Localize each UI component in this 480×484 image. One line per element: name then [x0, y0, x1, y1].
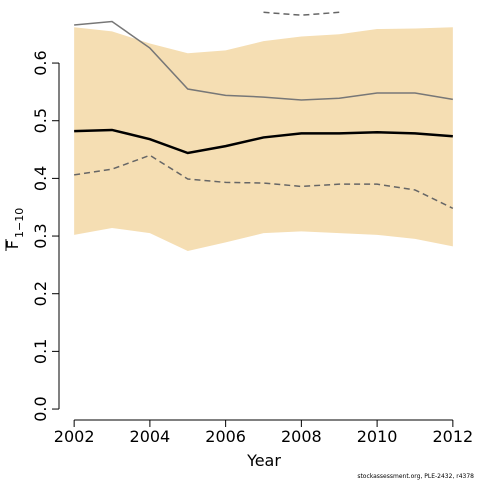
y-tick-label: 0.3 — [31, 223, 50, 248]
x-tick-label: 2012 — [432, 427, 473, 446]
x-axis-label: Year — [246, 451, 281, 470]
x-tick-label: 2006 — [205, 427, 246, 446]
y-tick-label: 0.1 — [31, 339, 50, 364]
y-label-main: F — [3, 240, 22, 249]
footer: stockassessment.org, PLE-2432, r4378 — [357, 473, 474, 480]
y-tick-label: 0.6 — [31, 50, 50, 75]
series-line — [74, 20, 453, 101]
series-line — [263, 11, 340, 16]
confidence-band — [74, 27, 453, 252]
y-label-subscript: 1−10 — [13, 208, 26, 238]
series-line — [74, 154, 454, 210]
y-tick-label: 0.4 — [31, 166, 50, 191]
y-tick-label: 0.0 — [31, 396, 50, 421]
plot-area — [74, 11, 454, 252]
y-tick-label: 0.2 — [31, 281, 50, 306]
y-axis-label: F 1−10 — [3, 208, 26, 251]
x-tick-label: 2002 — [54, 427, 95, 446]
x-tick-label: 2008 — [281, 427, 322, 446]
x-tick-label: 2010 — [357, 427, 398, 446]
series-line — [74, 128, 453, 155]
x-tick-label: 2004 — [130, 427, 171, 446]
y-tick-label: 0.5 — [31, 108, 50, 133]
